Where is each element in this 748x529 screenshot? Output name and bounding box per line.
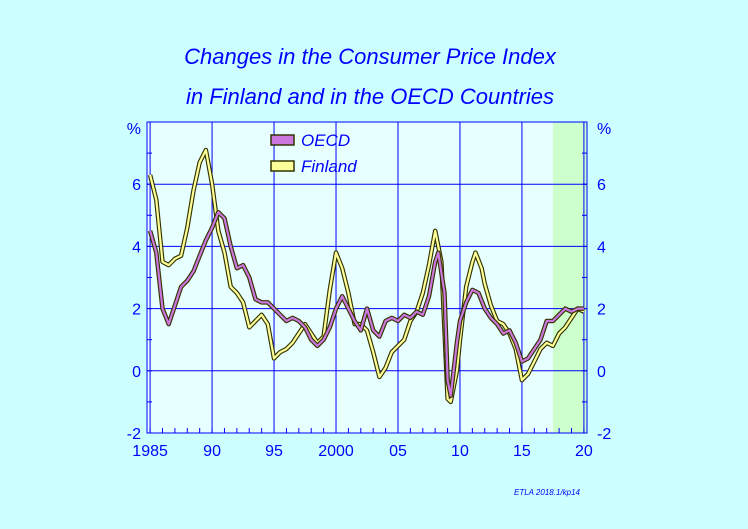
y-tick-label-right: 2 [597, 302, 606, 319]
y-tick-label-right: 6 [597, 177, 606, 194]
y-tick-label-right: 4 [597, 239, 606, 256]
y-tick-label-left: -2 [127, 426, 141, 443]
series-oecd [147, 209, 584, 398]
legend-swatch-oecd [270, 134, 295, 146]
y-tick-label-left: 0 [132, 364, 141, 381]
x-tick-label: 1985 [132, 443, 168, 460]
chart-title-line-1: Changes in the Consumer Price Index [184, 44, 556, 69]
legend-swatch-finland [270, 160, 295, 172]
y-tick-label-left: 4 [132, 239, 141, 256]
chart-title-line-2: in Finland and in the OECD Countries [185, 84, 555, 109]
plot-area [147, 122, 587, 433]
unit-label-left: % [127, 121, 141, 138]
y-tick-label-left: 2 [132, 302, 141, 319]
x-tick-label: 95 [265, 443, 283, 460]
x-tick-label: 20 [575, 443, 593, 460]
forecast-area [552, 122, 587, 433]
x-tick-label: 15 [513, 443, 531, 460]
y-tick-label-right: 0 [597, 364, 606, 381]
source-note: ETLA 2018.1/kp14 [514, 488, 580, 497]
x-tick-label: 90 [203, 443, 221, 460]
legend-label-finland: Finland [301, 157, 357, 176]
legend-label-oecd: OECD [301, 131, 350, 150]
unit-label-right: % [597, 121, 611, 138]
series-line [149, 211, 584, 397]
y-tick-label-left: 6 [132, 177, 141, 194]
x-tick-label: 2000 [318, 443, 354, 460]
x-tick-label: 10 [451, 443, 469, 460]
y-tick-label-right: -2 [597, 426, 611, 443]
x-tick-label: 05 [389, 443, 407, 460]
